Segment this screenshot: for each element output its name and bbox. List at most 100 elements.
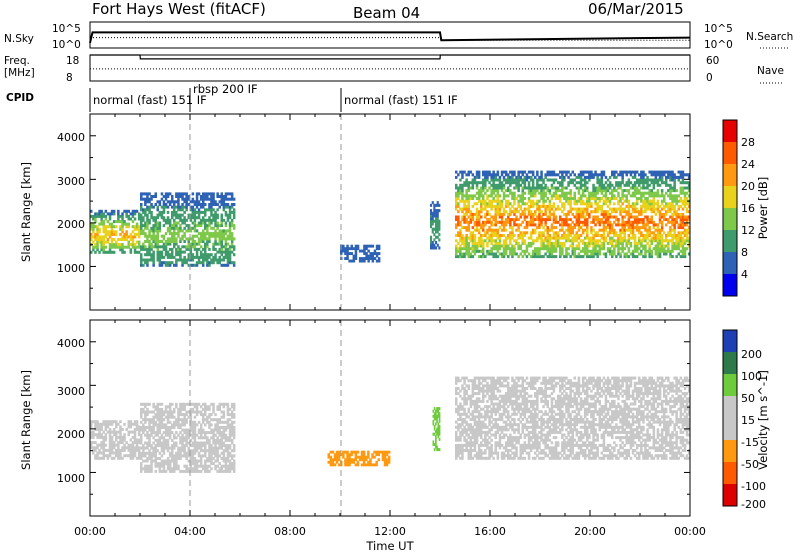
power-echo-cell [467,255,470,259]
power-echo-cell [230,234,234,238]
velocity-echo-cell [228,413,232,417]
power-echo-cell [602,226,606,230]
power-echo-cell [577,226,581,230]
power-echo-cell [94,220,97,224]
power-echo-cell [459,223,462,227]
power-echo-cell [675,197,678,200]
power-echo-cell [675,175,678,179]
power-echo-cell [663,218,666,222]
power-echo-cell [638,220,641,224]
power-echo-cell [538,236,541,240]
power-echo-cell [683,199,687,203]
power-echo-cell [586,199,589,203]
power-echo-cell [594,202,597,206]
power-echo-cell [158,221,162,225]
power-echo-cell [592,255,595,259]
velocity-echo-cell [156,462,159,466]
velocity-echo-cell [154,420,157,424]
velocity-echo-cell [119,456,122,460]
power-echo-cell [197,255,201,259]
power-echo-cell [650,255,653,259]
power-echo-cell [492,223,495,227]
velocity-echo-cell [185,441,188,445]
power-echo-cell [354,247,358,251]
power-echo-cell [625,244,628,248]
power-echo-cell [644,226,647,230]
power-echo-cell [199,203,203,206]
velocity-echo-cell [226,410,230,414]
power-echo-cell [226,253,230,257]
power-echo-cell [94,243,97,247]
velocity-echo-cell [189,469,193,473]
power-echo-cell [667,170,670,174]
power-echo-cell [546,204,549,208]
velocity-echo-cell [166,441,170,445]
power-echo-cell [677,244,680,248]
power-echo-cell [461,194,464,198]
power-echo-cell [346,249,349,253]
velocity-echo-cell [125,428,128,431]
power-echo-cell [175,221,178,225]
power-echo-cell [527,212,531,216]
power-echo-cell [571,197,574,200]
power-echo-cell [658,183,662,187]
velocity-echo-cell [104,448,108,452]
power-echo-cell [588,202,591,206]
power-echo-cell [459,255,462,259]
velocity-echo-cell [144,454,147,458]
power-echo-cell [185,229,188,233]
power-echo-cell [656,231,660,235]
power-echo-cell [571,181,574,185]
power-echo-cell [509,234,512,237]
power-echo-cell [461,175,464,179]
power-echo-cell [660,234,664,237]
power-echo-cell [559,183,562,187]
velocity-echo-cell [146,444,149,448]
power-echo-cell [588,241,591,245]
power-colorbar-swatch [723,230,737,252]
power-echo-cell [646,191,649,195]
power-echo-cell [650,241,653,245]
velocity-echo-cell [457,423,460,427]
power-echo-cell [521,210,524,214]
velocity-echo-cell [187,467,190,471]
power-echo-cell [212,226,215,230]
power-echo-cell [671,220,674,224]
velocity-echo-cell [202,436,205,440]
velocity-echo-cell [98,435,101,439]
power-echo-cell [552,204,556,208]
power-echo-cell [102,243,105,247]
power-echo-cell [546,218,549,222]
power-echo-cell [517,236,520,240]
power-echo-cell [511,234,514,237]
power-echo-cell [642,173,645,177]
velocity-echo-cell [168,469,172,473]
power-echo-cell [565,197,568,200]
power-echo-cell [596,204,599,208]
power-echo-cell [507,255,510,259]
power-echo-cell [183,197,186,201]
power-echo-cell [509,249,512,253]
power-echo-cell [494,218,497,222]
power-echo-cell [608,231,612,235]
power-echo-cell [140,229,143,233]
power-echo-cell [627,207,631,211]
power-echo-cell [577,186,581,190]
velocity-echo-cell [230,420,234,424]
power-echo-cell [604,218,608,222]
velocity-echo-cell [148,418,151,422]
power-echo-cell [500,234,504,237]
power-echo-cell [561,181,564,185]
power-echo-cell [224,221,228,225]
velocity-echo-cell [459,433,462,437]
velocity-echo-cell [181,428,184,432]
power-echo-cell [92,222,95,226]
power-echo-cell [477,236,481,240]
power-colorbar-label: Power [dB] [756,177,770,240]
power-echo-cell [586,207,589,211]
power-echo-cell [602,239,606,243]
velocity-echo-cell [181,418,184,422]
power-echo-cell [173,240,176,243]
power-echo-cell [604,215,608,219]
power-echo-cell [436,211,439,215]
